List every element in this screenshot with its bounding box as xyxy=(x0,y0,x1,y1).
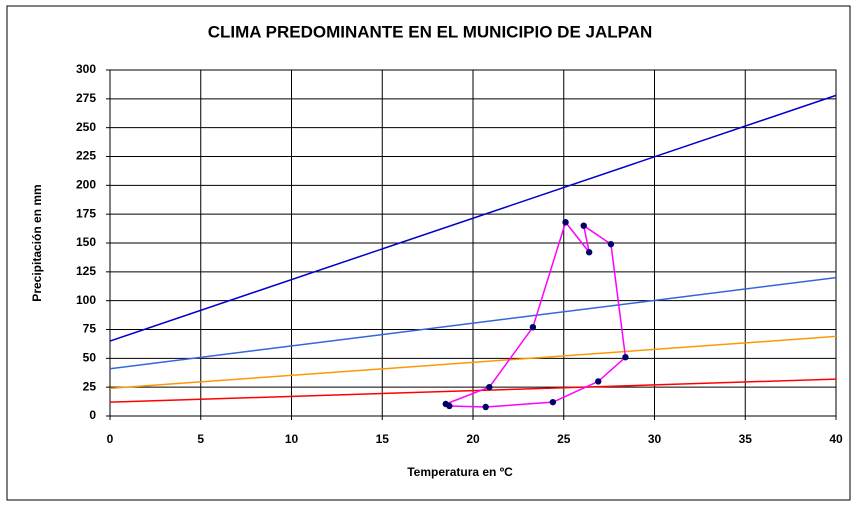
point xyxy=(580,222,587,229)
series-line xyxy=(109,94,837,342)
point xyxy=(482,403,489,411)
point xyxy=(442,400,449,408)
point xyxy=(622,353,629,361)
x-tick-label: 10 xyxy=(285,432,299,446)
x-tick-label: 35 xyxy=(739,432,753,446)
series-line xyxy=(445,220,627,408)
series-line xyxy=(109,276,837,370)
point xyxy=(607,240,615,248)
y-tick-label: 0 xyxy=(89,408,96,422)
y-tick-label: 150 xyxy=(76,235,96,249)
y-tick-label: 200 xyxy=(76,178,96,192)
x-tick-label: 20 xyxy=(466,432,480,446)
y-tick-label: 75 xyxy=(83,322,97,336)
x-tick-label: 25 xyxy=(557,432,571,446)
point xyxy=(585,249,593,256)
chart-title: CLIMA PREDOMINANTE EN EL MUNICIPIO DE JA… xyxy=(208,22,653,41)
y-tick-label: 25 xyxy=(83,379,97,393)
y-tick-label: 300 xyxy=(76,62,96,76)
x-tick-label: 40 xyxy=(829,432,843,446)
y-tick-label: 225 xyxy=(76,149,96,163)
point xyxy=(549,398,557,406)
y-tick-label: 275 xyxy=(76,91,96,105)
point xyxy=(486,383,493,391)
point xyxy=(529,323,537,331)
x-tick-label: 30 xyxy=(648,432,662,446)
y-tick-label: 175 xyxy=(76,206,96,220)
x-tick-label: 0 xyxy=(107,432,114,446)
y-tick-label: 100 xyxy=(76,293,96,307)
point xyxy=(562,219,569,226)
series-line xyxy=(109,378,837,403)
x-tick-label: 15 xyxy=(376,432,390,446)
x-axis-label: Temperatura en ºC xyxy=(407,465,513,479)
series-line xyxy=(109,335,837,390)
y-tick-label: 250 xyxy=(76,120,96,134)
y-tick-label: 50 xyxy=(83,351,97,365)
y-tick-label: 125 xyxy=(76,264,96,278)
y-axis-label: Precipitación en mm xyxy=(30,184,44,301)
point xyxy=(595,378,602,385)
x-tick-label: 5 xyxy=(197,432,204,446)
